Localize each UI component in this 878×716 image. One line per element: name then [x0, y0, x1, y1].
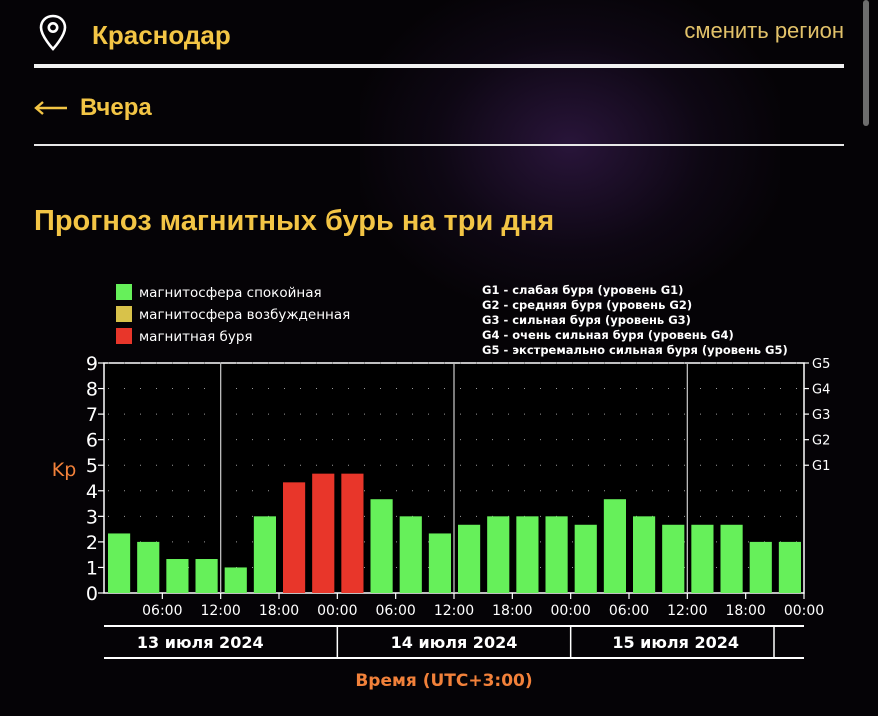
bar-5 — [224, 567, 247, 593]
change-region-link[interactable]: сменить регион — [684, 18, 844, 43]
bar-24 — [778, 541, 801, 593]
background-glow — [360, 0, 780, 310]
storm-level-text: G1 - слабая буря (уровень G1) — [482, 283, 683, 297]
y-tick-label: 7 — [86, 404, 98, 426]
region-bar: Краснодар сменить регион — [34, 0, 844, 68]
day-label: 14 июля 2024 — [391, 633, 518, 652]
bar-16 — [545, 516, 568, 593]
nav-divider — [34, 144, 844, 146]
g-tick-label: G5 — [812, 357, 830, 372]
y-tick-label: 8 — [86, 379, 98, 401]
bar-22 — [720, 524, 743, 593]
g-tick-label: G4 — [812, 383, 830, 398]
y-tick-label: 1 — [86, 557, 98, 579]
storm-level-text: G5 - экстремально сильная буря (уровень … — [482, 343, 788, 357]
x-axis: 06:00 12:00 18:00 00:00 06:00 12:00 18:00 00:00… — [142, 593, 824, 619]
legend-label: магнитосфера возбужденная — [139, 307, 350, 323]
bar-21 — [691, 524, 714, 593]
day-axis: 13 июля 2024 14 июля 2024 15 июля 2024 — [104, 625, 804, 659]
day-label: 13 июля 2024 — [137, 633, 264, 652]
legend-swatch-quiet — [116, 284, 132, 300]
back-link-label: Вчера — [80, 94, 152, 121]
bar-10 — [370, 499, 393, 593]
storm-level-legend: G1 - слабая буря (уровень G1)G2 - средня… — [482, 283, 788, 357]
legend-label: магнитная буря — [139, 329, 253, 345]
bar-9 — [341, 473, 364, 593]
bar-11 — [399, 516, 422, 593]
bar-8 — [312, 473, 335, 593]
bar-6 — [253, 516, 276, 593]
bar-23 — [749, 541, 772, 593]
y-tick-label: 6 — [86, 430, 98, 452]
g-tick-label: G2 — [812, 434, 830, 449]
x-tick-label: 12:00 — [434, 603, 474, 619]
y-tick-label: 5 — [86, 455, 98, 477]
bar-17 — [574, 524, 597, 593]
g-tick-label: G3 — [812, 408, 830, 423]
storm-level-text: G2 - средняя буря (уровень G2) — [482, 298, 692, 312]
x-tick-label: 00:00 — [784, 603, 824, 619]
y-axis: 0 1 2 3 4 5 6 7 8 9 — [86, 353, 104, 605]
x-tick-label: 18:00 — [725, 603, 765, 619]
bar-14 — [487, 516, 510, 593]
location-pin-icon — [39, 14, 67, 51]
y-tick-label: 3 — [86, 506, 98, 528]
x-tick-label: 00:00 — [550, 603, 590, 619]
x-tick-label: 06:00 — [609, 603, 649, 619]
scrollbar[interactable] — [863, 0, 869, 126]
bar-13 — [458, 524, 481, 593]
bar-1 — [108, 533, 131, 593]
bar-3 — [166, 559, 189, 593]
header-divider — [34, 64, 844, 68]
bars — [108, 473, 801, 593]
arrow-left-icon — [34, 101, 67, 115]
y-tick-label: 4 — [86, 481, 98, 503]
storm-level-text: G3 - сильная буря (уровень G3) — [482, 313, 691, 327]
storm-level-text: G4 - очень сильная буря (уровень G4) — [482, 328, 734, 342]
legend-label: магнитосфера спокойная — [139, 285, 322, 301]
back-link-yesterday[interactable]: Вчера — [34, 92, 152, 124]
x-tick-label: 18:00 — [259, 603, 299, 619]
bar-15 — [516, 516, 539, 593]
x-tick-label: 18:00 — [492, 603, 532, 619]
x-tick-label: 00:00 — [317, 603, 357, 619]
x-axis-label: Время (UTC+3:00) — [355, 671, 532, 691]
g-level-axis: G1 G2 G3 G4 G5 — [804, 357, 830, 474]
bar-18 — [603, 499, 626, 593]
bar-12 — [428, 533, 451, 593]
legend-swatch-excited — [116, 306, 132, 322]
section-title: Прогноз магнитных бурь на три дня — [34, 205, 555, 237]
day-label: 15 июля 2024 — [612, 633, 739, 652]
y-tick-label: 9 — [86, 353, 98, 375]
plot-area — [103, 362, 805, 594]
y-tick-label: 0 — [86, 583, 98, 605]
x-tick-label: 06:00 — [142, 603, 182, 619]
bar-19 — [633, 516, 656, 593]
bar-4 — [195, 559, 218, 593]
legend-swatch-storm — [116, 328, 132, 344]
bar-2 — [137, 541, 160, 593]
bar-20 — [662, 524, 685, 593]
x-tick-label: 12:00 — [667, 603, 707, 619]
city-name: Краснодар — [92, 20, 231, 50]
x-tick-label: 06:00 — [375, 603, 415, 619]
y-tick-label: 2 — [86, 532, 98, 554]
x-tick-label: 12:00 — [200, 603, 240, 619]
g-tick-label: G1 — [812, 459, 830, 474]
kp-index-chart: магнитосфера спокойная магнитосфера возбу… — [52, 283, 831, 691]
y-axis-label: Kp — [52, 459, 77, 481]
bar-7 — [283, 482, 306, 593]
chart-legend: магнитосфера спокойная магнитосфера возбу… — [116, 284, 350, 345]
